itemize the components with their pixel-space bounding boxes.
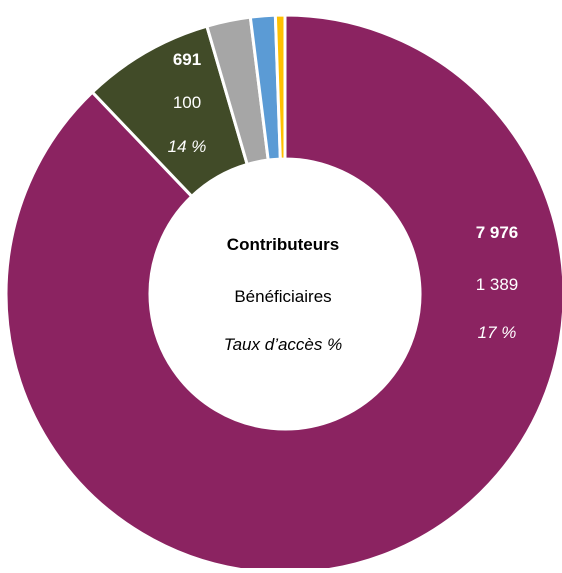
slice-2-label-beneficiaries: 100	[173, 93, 201, 112]
donut-hole	[150, 159, 420, 429]
slices-layer	[4, 13, 562, 573]
center-labels: Contributeurs Bénéficiaires Taux d’accès…	[224, 235, 342, 354]
slice-1-label-beneficiaries: 1 389	[476, 275, 519, 294]
slice-1-label-rate: 17 %	[478, 323, 517, 342]
center-label-rate: Taux d’accès %	[224, 335, 342, 354]
slice-labels-layer: 7 976 1 389 17 % 691 100 14 %	[168, 50, 519, 342]
center-label-beneficiaries: Bénéficiaires	[234, 287, 331, 306]
slice-2-label-contributors: 691	[173, 50, 201, 69]
center-label-contributors: Contributeurs	[227, 235, 339, 254]
slice-1-label-contributors: 7 976	[476, 223, 519, 242]
slice-2-label-rate: 14 %	[168, 137, 207, 156]
